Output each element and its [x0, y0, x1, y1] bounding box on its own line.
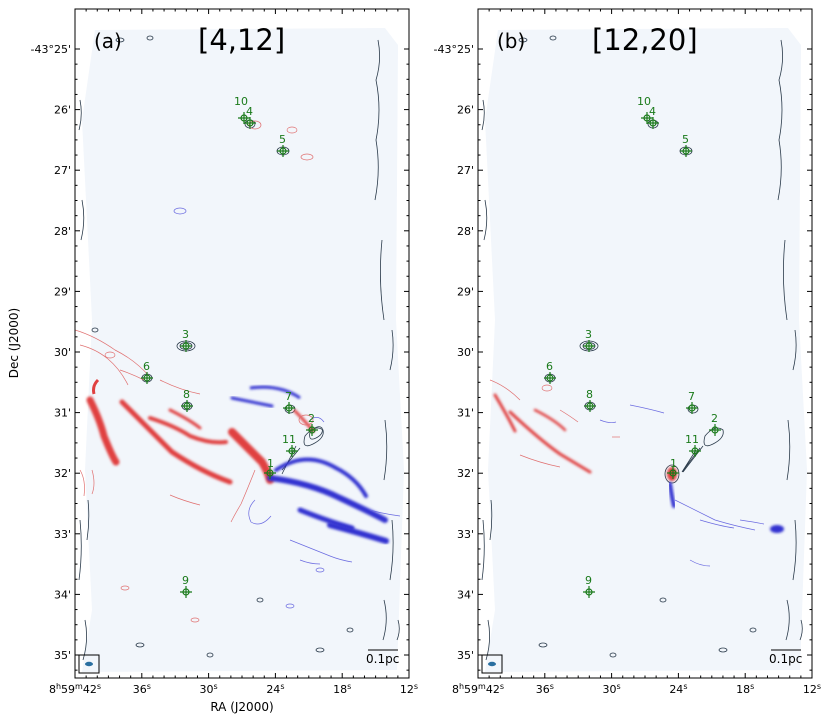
source-label: 7 [688, 390, 695, 403]
source-label: 3 [182, 328, 189, 341]
panel-a: (a) [4,12] 0.1pc [74, 8, 410, 679]
x-tick-labels-a: 8h59m42s 36s 30s 24s 18s 12s [49, 682, 418, 696]
y-tick-label: 30' [54, 346, 71, 359]
x-tick-label: 24s [266, 682, 284, 696]
blueshifted-outflow [173, 207, 401, 609]
y-tick-label: 28' [457, 225, 474, 238]
x-tick-label: 36s [133, 682, 151, 696]
source-label: 7 [285, 390, 292, 403]
y-tick-label: 26' [54, 104, 71, 117]
redshifted-outflow [489, 379, 677, 481]
source-label: 6 [546, 360, 553, 373]
source-label: 10 [234, 95, 248, 108]
beam-ellipse [85, 661, 93, 667]
source-label: 4 [246, 105, 253, 118]
panel-b-scale-label: 0.1pc [769, 652, 802, 666]
source-label: 3 [585, 328, 592, 341]
panel-b-velocity-range: [12,20] [592, 23, 698, 57]
x-tick-label: 24s [669, 682, 687, 696]
x-tick-label: 36s [536, 682, 554, 696]
y-tick-label: 31' [457, 407, 474, 420]
panel-b-label: (b) [497, 29, 525, 53]
source-label: 10 [637, 95, 651, 108]
y-tick-labels-a: -43°25' 26' 27' 28' 29' 30' 31' 32' 33' 34' 35' [31, 43, 72, 662]
source-label: 11 [282, 433, 296, 446]
panel-b: (b) [12,20] 0.1pc [477, 8, 813, 679]
panel-a-scale-label: 0.1pc [366, 652, 399, 666]
y-axis-ticks-a [75, 48, 409, 671]
x-tick-label: 30s [200, 682, 218, 696]
y-tick-label: -43°25' [434, 43, 475, 56]
x-tick-label-first: 8h59m42s [49, 682, 101, 696]
source-label: 8 [586, 388, 593, 401]
y-tick-label: 28' [54, 225, 71, 238]
y-tick-label: 32' [457, 467, 474, 480]
x-tick-labels-b: 8h59m42s 36s 30s 24s 18s 12s [452, 682, 821, 696]
y-tick-label: 27' [54, 164, 71, 177]
panel-a-label: (a) [94, 29, 122, 53]
beam-box [78, 654, 100, 674]
source-markers-a [141, 112, 318, 598]
source-label: 11 [685, 433, 699, 446]
source-label: 8 [183, 388, 190, 401]
y-tick-labels-b: -43°25' 26' 27' 28' 29' 30' 31' 32' 33' 34' 35' [434, 43, 475, 662]
x-tick-label: 30s [603, 682, 621, 696]
source-label: 6 [143, 360, 150, 373]
y-axis-title: Dec (J2000) [7, 308, 21, 378]
y-tick-label: 35' [457, 649, 474, 662]
source-label: 4 [649, 105, 656, 118]
map-field [82, 28, 404, 672]
y-tick-label: 30' [457, 346, 474, 359]
y-tick-label: 32' [54, 467, 71, 480]
map-field [485, 28, 807, 672]
y-tick-label: 33' [457, 528, 474, 541]
y-tick-label: 35' [54, 649, 71, 662]
beam-ellipse [488, 661, 496, 667]
source-label: 9 [182, 574, 189, 587]
x-tick-label: 18s [736, 682, 754, 696]
source-label: 9 [585, 574, 592, 587]
x-axis-ticks [74, 9, 813, 678]
y-axis-ticks-b [478, 48, 812, 671]
y-tick-label: 27' [457, 164, 474, 177]
source-label: 5 [279, 133, 286, 146]
source-label: 5 [682, 133, 689, 146]
y-tick-label: 34' [54, 588, 71, 601]
y-tick-label: 26' [457, 104, 474, 117]
x-axis-title: RA (J2000) [210, 700, 273, 714]
y-tick-label: 34' [457, 588, 474, 601]
x-tick-label: 12s [803, 682, 821, 696]
blueshifted-outflow [599, 404, 784, 567]
y-tick-label: -43°25' [31, 43, 72, 56]
source-label: 1 [670, 457, 677, 470]
y-tick-label: 29' [54, 285, 71, 298]
y-tick-label: 31' [54, 407, 71, 420]
x-tick-label: 18s [333, 682, 351, 696]
source-label: 2 [308, 412, 315, 425]
y-tick-label: 29' [457, 285, 474, 298]
x-tick-label: 12s [400, 682, 418, 696]
source-label: 1 [267, 457, 274, 470]
beam-box [481, 654, 503, 674]
source-markers-b [544, 112, 721, 598]
y-tick-label: 33' [54, 528, 71, 541]
panel-a-velocity-range: [4,12] [198, 23, 285, 57]
x-tick-label-first: 8h59m42s [452, 682, 504, 696]
source-label: 2 [711, 412, 718, 425]
